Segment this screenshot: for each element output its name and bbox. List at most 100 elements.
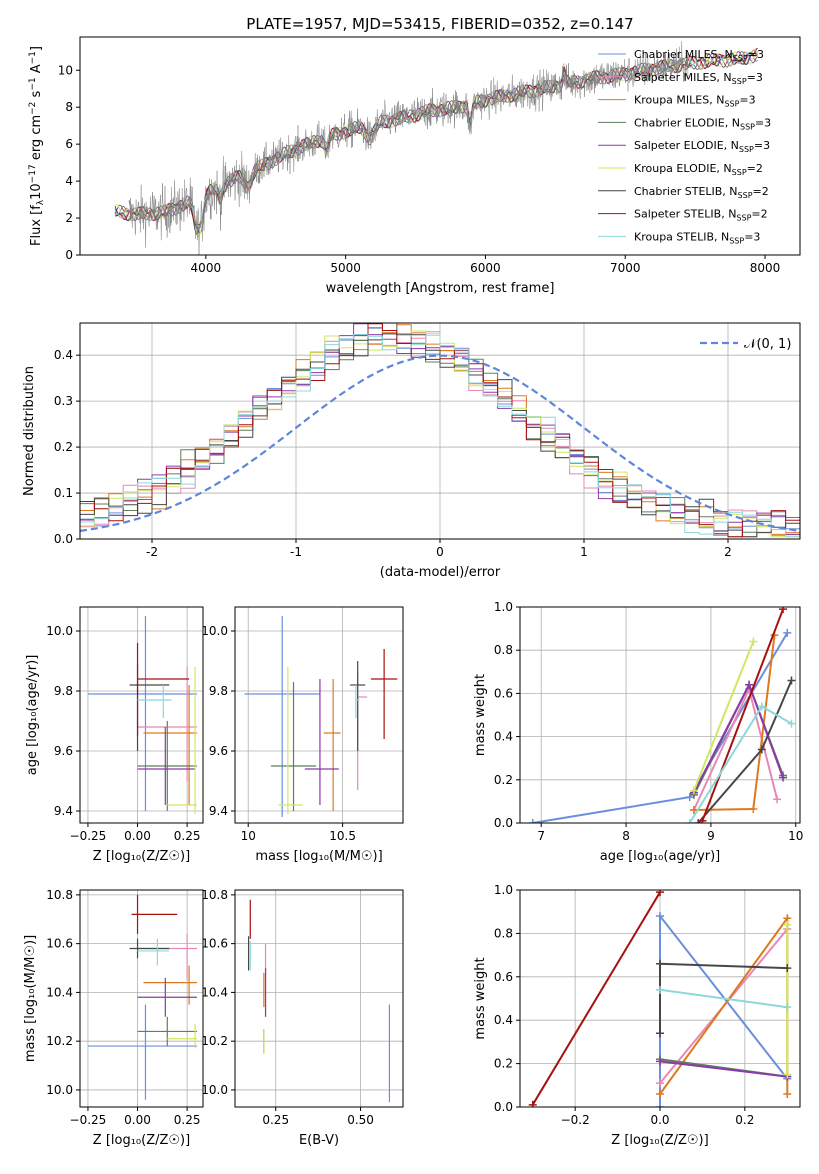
mass_vs_Z-xlabel: Z [log₁₀(Z/Z☉)] <box>93 1133 190 1148</box>
y-tick-label: 1.0 <box>494 600 513 614</box>
legend-entry: Salpeter ELODIE, NSSP=3 <box>634 139 770 154</box>
x-tick-label: 0 <box>436 545 444 559</box>
mass-weight-marker <box>783 1003 792 1012</box>
y-tick-label: 10.2 <box>201 1034 228 1048</box>
weight_vs_age-grid <box>520 606 800 824</box>
x-tick-label: 10 <box>241 829 256 843</box>
normal-reference-curve <box>80 354 798 532</box>
y-tick-label: 1.0 <box>494 883 513 897</box>
weight_vs_age-axes: 7 8 9 10 0.0 0.2 0.4 0.6 0.8 1.0 age [log₁₀(age/yr… <box>473 600 803 864</box>
mass-weight-marker <box>689 786 698 795</box>
y-tick-label: 0.6 <box>494 970 513 984</box>
errorbar-point <box>355 685 360 718</box>
spectrum-ylabel: Flux [fλ10−17 erg cm−2 s−1 A−1] <box>28 46 46 246</box>
mass_vs_Z-grid <box>80 890 203 1107</box>
mass-weight-marker <box>745 680 754 689</box>
y-tick-label: 0.4 <box>54 348 73 362</box>
age_vs_Z-ylabel: age [log₁₀(age/yr)] <box>25 655 40 776</box>
weight_vs_Z-ylabel: mass weight <box>473 957 488 1039</box>
spectrum-frame <box>79 36 801 256</box>
age_vs_mass-xlabel: mass [log₁₀(M/M☉)] <box>255 849 382 864</box>
legend-entry: Chabrier MILES, NSSP=3 <box>634 48 764 63</box>
y-tick-label: 0.2 <box>494 1057 513 1071</box>
errorbar-point <box>167 667 198 814</box>
weight_vs_age-frame <box>519 606 801 824</box>
y-tick-label: 10.4 <box>201 985 228 999</box>
x-tick-label: 10.5 <box>329 829 356 843</box>
weight_vs_age-xlabel: age [log₁₀(age/yr)] <box>600 849 721 864</box>
weight_vs_Z-plot <box>528 890 792 1107</box>
legend-entry: Chabrier ELODIE, NSSP=3 <box>634 116 771 131</box>
legend-entry: 𝒩(0, 1) <box>744 337 791 352</box>
mass-weight-marker <box>783 964 792 973</box>
mass-weight-marker <box>749 804 758 813</box>
y-tick-label: 10.8 <box>46 888 73 902</box>
mass-weight-marker <box>783 1089 792 1098</box>
mass-weight-marker <box>779 773 788 782</box>
mass_vs_Z-ylabel: mass [log₁₀(M/M☉)] <box>23 935 38 1062</box>
x-tick-label: 9 <box>707 829 715 843</box>
errorbar-point <box>137 685 172 718</box>
residual-histogram-step <box>80 323 800 538</box>
errorbar-point <box>137 938 170 966</box>
errorbar-point <box>323 679 341 811</box>
y-tick-label: 10.8 <box>201 888 228 902</box>
mass-weight-line <box>701 608 784 822</box>
y-tick-label: 9.4 <box>54 804 73 818</box>
x-tick-label: 0.25 <box>262 1113 289 1127</box>
mass-weight-marker <box>783 628 792 637</box>
y-tick-label: 0.3 <box>54 394 73 408</box>
x-tick-label: 8 <box>622 829 630 843</box>
y-tick-label: 10.0 <box>46 1083 73 1097</box>
age_vs_Z-xlabel: Z [log₁₀(Z/Z☉)] <box>93 849 190 864</box>
errorbar-point <box>137 933 198 981</box>
errorbar-point <box>137 727 196 805</box>
x-tick-label: 7 <box>537 829 545 843</box>
residual-histogram-step <box>80 330 800 538</box>
mass-weight-marker <box>787 719 796 728</box>
mass_vs_ebv-xlabel: E(B-V) <box>299 1133 339 1148</box>
errorbar-point <box>143 965 198 1005</box>
x-tick-label: -2 <box>146 545 158 559</box>
x-tick-label: −0.25 <box>70 829 107 843</box>
age_vs_mass-plot <box>244 616 398 817</box>
y-tick-label: 0 <box>65 248 73 262</box>
mass_vs_Z-frame <box>79 889 204 1108</box>
x-tick-label: −0.25 <box>70 1113 107 1127</box>
y-tick-label: 10 <box>58 63 73 77</box>
y-tick-label: 10.4 <box>46 985 73 999</box>
errorbar-point <box>137 977 198 1017</box>
y-tick-label: 0.4 <box>494 730 513 744</box>
errorbar-point <box>244 616 320 817</box>
age_vs_mass-grid <box>235 607 403 823</box>
mass_vs_Z-axes: −0.25 0.00 0.25 10.0 10.2 10.4 10.6 10.8 Z [log₁… <box>23 888 204 1148</box>
errorbar-point <box>87 1004 198 1100</box>
observed-spectrum-line <box>128 41 689 255</box>
errorbar-point <box>370 649 398 739</box>
residual-histogram-step <box>80 334 800 538</box>
mass-weight-marker <box>757 702 766 711</box>
y-tick-label: 0.2 <box>54 440 73 454</box>
mass_vs_ebv-grid <box>235 890 403 1107</box>
mass-weight-marker <box>685 819 694 823</box>
errorbar-point <box>270 682 317 811</box>
spectrum-plot <box>114 41 758 255</box>
x-tick-label: 0.25 <box>174 1113 201 1127</box>
mass-weight-marker <box>779 607 788 614</box>
x-tick-label: 2 <box>724 545 732 559</box>
errorbar-point <box>131 894 178 934</box>
mass-weight-marker <box>656 1089 664 1098</box>
legend-entry: Kroupa ELODIE, NSSP=2 <box>634 162 763 177</box>
x-tick-label: 6000 <box>470 261 501 275</box>
y-tick-label: 10.6 <box>46 937 73 951</box>
mass_vs_ebv-axes: 0.25 0.50 10.0 10.2 10.4 10.6 10.8 E(B-V) <box>201 888 404 1148</box>
mass-weight-marker <box>656 1029 664 1038</box>
mass-weight-marker <box>783 920 792 929</box>
mass-weight-line <box>659 988 788 1009</box>
legend-entry: Chabrier STELIB, NSSP=2 <box>634 185 769 200</box>
mass-weight-marker <box>787 676 796 685</box>
errorbar-point <box>167 1024 198 1049</box>
spectrum-axes: 4000 5000 6000 7000 8000 0 2 4 6 8 10 wavelength [A… <box>28 36 801 296</box>
age_vs_mass-axes: 10 10.5 9.4 9.6 9.8 10.0 mass [log₁₀(M/M☉)] <box>201 606 404 864</box>
mass-weight-marker <box>698 816 707 823</box>
